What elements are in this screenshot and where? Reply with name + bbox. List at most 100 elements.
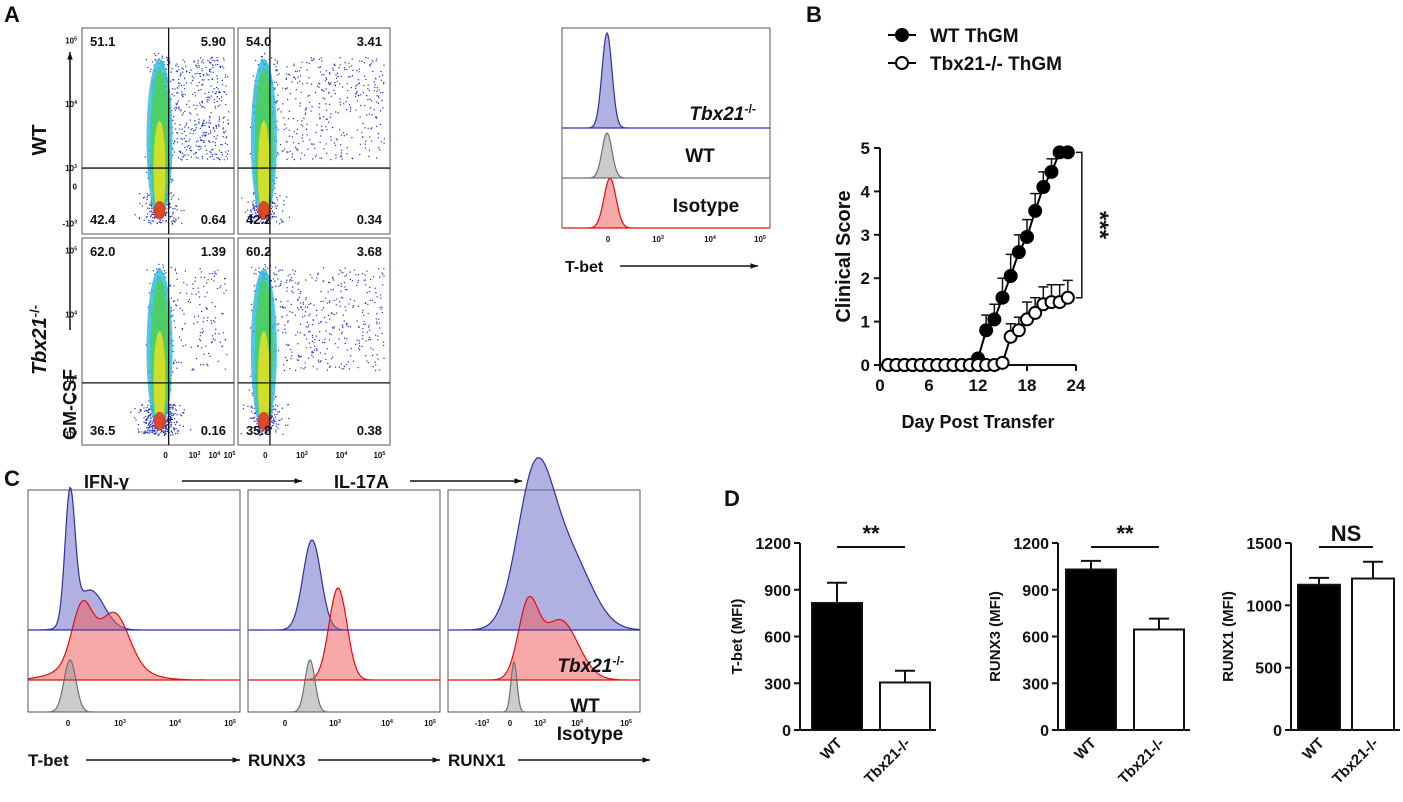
event-dot bbox=[302, 134, 304, 136]
event-dot bbox=[329, 83, 331, 85]
event-dot bbox=[287, 300, 289, 302]
event-dot bbox=[183, 409, 185, 411]
event-dot bbox=[162, 264, 164, 266]
event-dot bbox=[277, 278, 279, 280]
event-dot bbox=[139, 217, 141, 219]
event-dot bbox=[286, 196, 288, 198]
event-dot bbox=[275, 221, 277, 223]
event-dot bbox=[174, 327, 176, 329]
event-dot bbox=[181, 159, 183, 161]
event-dot bbox=[274, 280, 276, 282]
event-dot bbox=[199, 364, 202, 366]
event-dot bbox=[170, 412, 172, 414]
event-dot bbox=[335, 304, 337, 306]
event-dot bbox=[339, 64, 341, 66]
event-dot bbox=[356, 91, 358, 93]
event-dot bbox=[256, 428, 258, 430]
event-dot bbox=[175, 409, 177, 411]
event-dot bbox=[173, 300, 175, 303]
event-dot bbox=[217, 360, 219, 362]
event-dot bbox=[205, 66, 207, 68]
event-dot bbox=[223, 292, 225, 294]
event-dot bbox=[172, 408, 174, 410]
event-dot bbox=[208, 133, 210, 135]
event-dot bbox=[275, 81, 277, 83]
event-dot bbox=[266, 430, 268, 432]
event-dot bbox=[158, 58, 160, 60]
event-dot bbox=[277, 109, 279, 111]
event-dot bbox=[216, 59, 218, 61]
event-dot bbox=[274, 203, 276, 205]
event-dot bbox=[300, 323, 302, 325]
event-dot bbox=[169, 60, 171, 62]
event-dot bbox=[307, 148, 309, 150]
event-dot bbox=[312, 323, 314, 326]
event-dot bbox=[275, 69, 277, 71]
event-dot bbox=[276, 205, 278, 207]
event-dot bbox=[377, 133, 380, 135]
event-dot bbox=[365, 355, 367, 357]
event-dot bbox=[273, 420, 275, 422]
event-dot bbox=[220, 100, 223, 102]
event-dot bbox=[380, 141, 382, 143]
event-dot bbox=[188, 144, 190, 147]
event-dot bbox=[191, 75, 193, 77]
event-dot bbox=[141, 431, 143, 433]
event-dot bbox=[152, 211, 154, 213]
event-dot bbox=[274, 414, 276, 416]
event-dot bbox=[294, 78, 296, 80]
event-dot bbox=[328, 301, 330, 303]
event-dot bbox=[274, 193, 276, 195]
event-dot bbox=[222, 332, 225, 334]
event-dot bbox=[300, 67, 302, 69]
event-dot bbox=[146, 216, 148, 218]
event-dot bbox=[311, 352, 313, 354]
event-dot bbox=[271, 57, 273, 59]
event-dot bbox=[199, 127, 201, 129]
event-dot bbox=[342, 326, 344, 329]
event-dot bbox=[214, 317, 217, 319]
event-dot bbox=[141, 404, 143, 406]
event-dot bbox=[285, 356, 287, 359]
event-dot bbox=[323, 316, 326, 318]
event-dot bbox=[274, 183, 276, 185]
event-dot bbox=[225, 130, 227, 132]
event-dot bbox=[346, 97, 348, 99]
event-dot bbox=[249, 218, 251, 221]
event-dot bbox=[172, 148, 174, 150]
event-dot bbox=[184, 94, 186, 96]
event-dot bbox=[305, 108, 307, 110]
event-dot bbox=[367, 326, 370, 328]
event-dot bbox=[383, 81, 385, 84]
event-dot bbox=[213, 99, 215, 101]
event-dot bbox=[306, 62, 308, 64]
event-dot bbox=[355, 85, 357, 87]
event-dot bbox=[265, 266, 267, 268]
event-dot bbox=[313, 349, 316, 351]
event-dot bbox=[210, 95, 212, 97]
event-dot bbox=[255, 273, 257, 275]
event-dot bbox=[203, 134, 205, 136]
event-dot bbox=[311, 340, 313, 342]
event-dot bbox=[193, 323, 195, 325]
event-dot bbox=[332, 289, 335, 291]
event-dot bbox=[169, 413, 171, 415]
event-dot bbox=[334, 366, 337, 368]
event-dot bbox=[335, 74, 337, 76]
event-dot bbox=[251, 216, 253, 218]
event-dot bbox=[366, 292, 368, 294]
event-dot bbox=[323, 148, 325, 150]
event-dot bbox=[369, 65, 371, 67]
event-dot bbox=[214, 321, 216, 323]
event-dot bbox=[210, 68, 212, 70]
event-dot bbox=[147, 411, 149, 414]
event-dot bbox=[345, 101, 347, 103]
event-dot bbox=[176, 209, 178, 211]
event-dot bbox=[223, 131, 225, 133]
event-dot bbox=[250, 210, 252, 212]
event-dot bbox=[145, 59, 147, 61]
event-dot bbox=[367, 312, 369, 315]
event-dot bbox=[361, 273, 363, 275]
event-dot bbox=[261, 218, 263, 220]
event-dot bbox=[315, 156, 317, 158]
